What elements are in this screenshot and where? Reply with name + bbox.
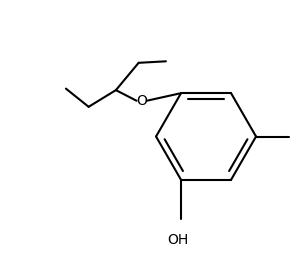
Text: OH: OH	[167, 233, 189, 247]
Text: O: O	[136, 94, 147, 108]
